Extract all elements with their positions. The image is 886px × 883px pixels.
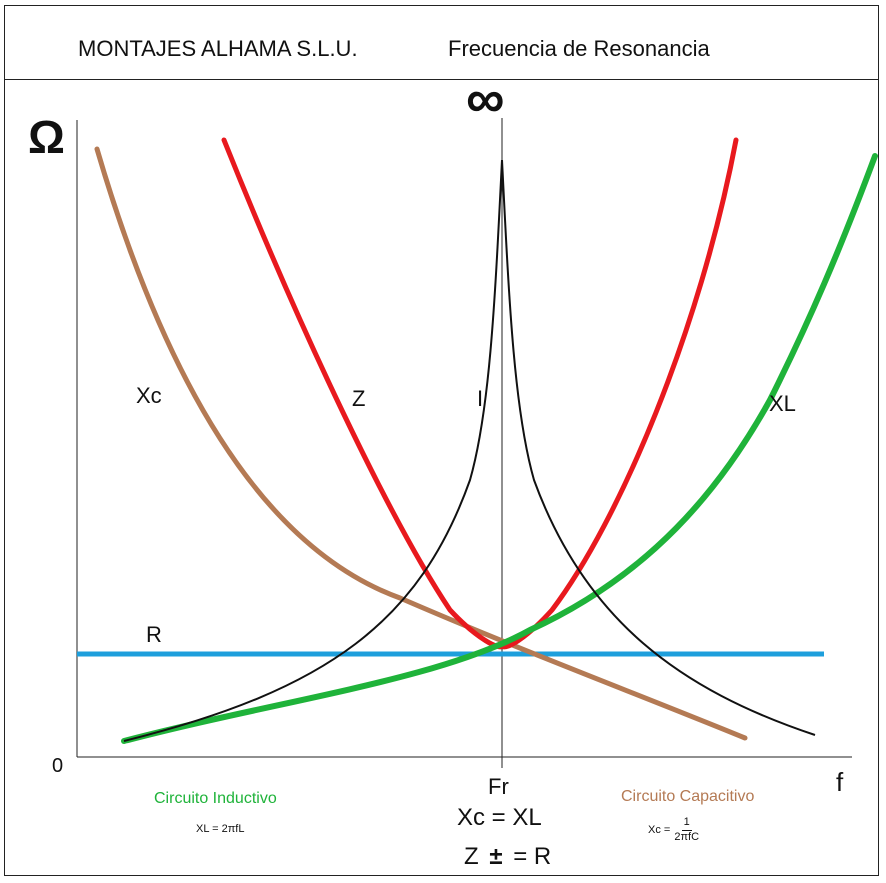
plus-minus-sign: ± <box>489 843 503 870</box>
origin-label: 0 <box>52 755 64 777</box>
r-line-label: R <box>146 622 162 647</box>
company-name: MONTAJES ALHAMA S.L.U. <box>78 36 358 61</box>
i-curve-label: I <box>477 386 484 411</box>
xl-curve-label: XL <box>769 391 796 416</box>
capacitive-fraction-denominator: 2πfC <box>674 830 700 843</box>
ohm-symbol: Ω <box>28 111 65 163</box>
xc-curve-label: Xc <box>136 383 162 408</box>
xc-curve <box>94 146 748 741</box>
capacitive-formula-prefix: Xc = <box>648 824 671 837</box>
x-axis-label: f <box>836 767 844 797</box>
capacitive-fraction: 1 2πfC <box>674 816 699 845</box>
capacitive-fraction-numerator: 1 <box>681 816 692 831</box>
resonance-frequency-label: Fr <box>488 774 509 799</box>
infinity-symbol: ∞ <box>466 69 505 129</box>
diagram-frame <box>4 5 879 876</box>
capacitive-circuit-label: Circuito Capacitivo <box>621 788 755 805</box>
xl-curve <box>121 153 878 744</box>
impedance-equation-z: Z <box>464 843 479 870</box>
i-curve <box>123 159 816 742</box>
inductive-circuit-label: Circuito Inductivo <box>154 790 277 807</box>
resonance-equation: Xc = XL <box>457 804 542 831</box>
impedance-equation: Z ± = R <box>464 843 551 871</box>
diagram-title: Frecuencia de Resonancia <box>448 36 710 61</box>
header-divider <box>4 79 879 80</box>
z-curve-label: Z <box>352 386 366 411</box>
impedance-equation-r: = R <box>513 843 552 870</box>
inductive-formula: XL = 2πfL <box>196 823 245 835</box>
capacitive-formula: Xc = 1 2πfC <box>648 816 699 845</box>
